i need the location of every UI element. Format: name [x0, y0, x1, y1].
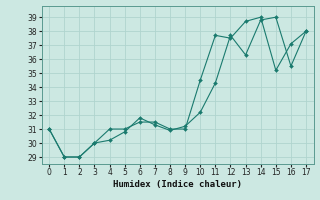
X-axis label: Humidex (Indice chaleur): Humidex (Indice chaleur)	[113, 180, 242, 189]
